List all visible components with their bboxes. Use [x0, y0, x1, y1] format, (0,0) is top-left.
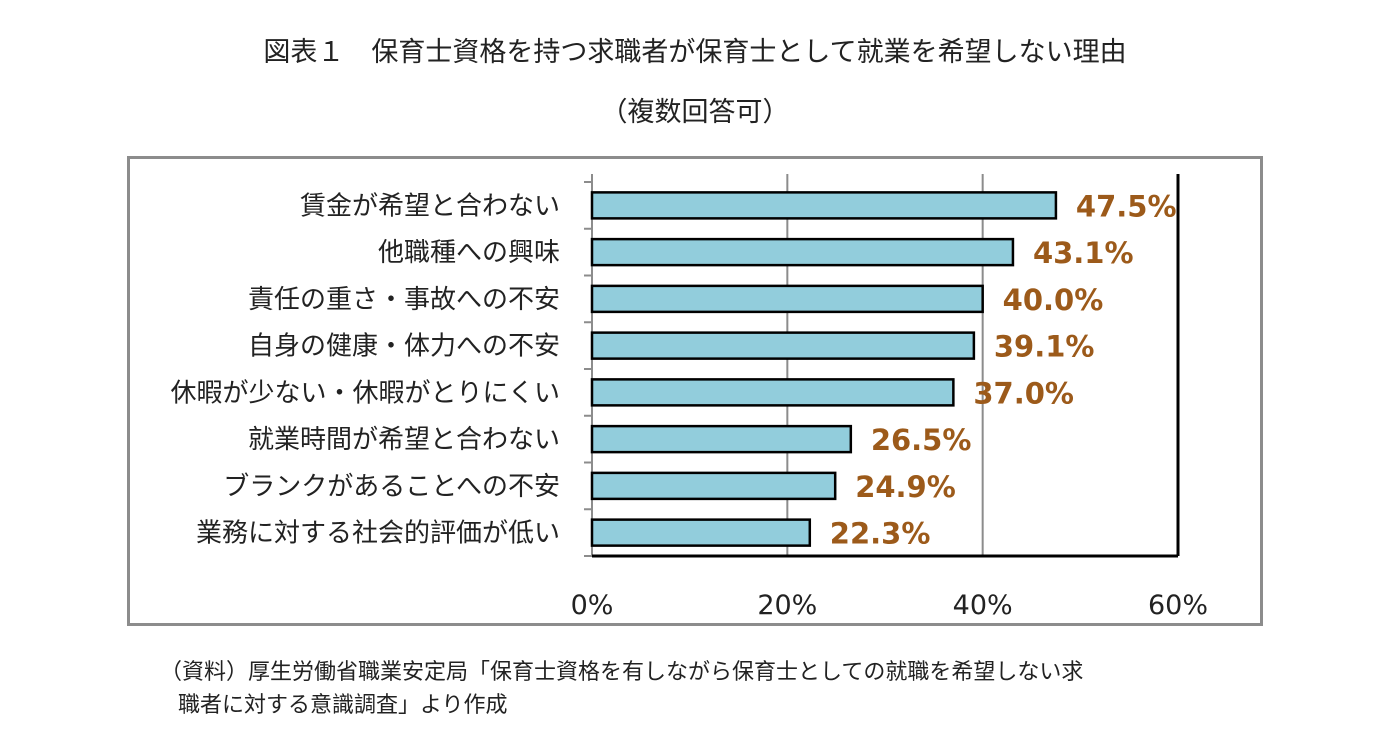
value-label-6: 24.9%: [855, 470, 956, 504]
source-line-2: 職者に対する意識調査」より作成: [178, 693, 508, 718]
bar-5: [590, 424, 853, 454]
category-label-1: 他職種への興味: [378, 238, 560, 268]
bar-1: [590, 237, 1015, 267]
bar-7: [590, 518, 812, 547]
x-tick-label-1: 20%: [757, 590, 817, 621]
category-label-0: 賃金が希望と合わない: [300, 191, 560, 221]
value-label-4: 37.0%: [973, 376, 1074, 410]
bar-3: [590, 331, 976, 360]
chart-title: 図表１ 保育士資格を持つ求職者が保育士として就業を希望しない理由: [263, 37, 1127, 68]
chart-subtitle: （複数回答可）: [600, 97, 790, 128]
value-label-5: 26.5%: [871, 423, 972, 457]
value-label-3: 39.1%: [994, 330, 1095, 364]
source-note: （資料）厚生労働省職業安定局「保育士資格を有しながら保育士としての就職を希望しな…: [160, 656, 1083, 722]
x-tick-label-0: 0%: [571, 590, 614, 621]
value-label-2: 40.0%: [1003, 283, 1104, 317]
category-label-6: ブランクがあることへの不安: [223, 472, 560, 502]
category-label-4: 休暇が少ない・休暇がとりにくい: [171, 378, 560, 408]
value-label-7: 22.3%: [830, 517, 931, 551]
source-line-1: （資料）厚生労働省職業安定局「保育士資格を有しながら保育士としての就職を希望しな…: [160, 660, 1084, 685]
value-label-1: 43.1%: [1033, 236, 1134, 270]
category-label-5: 就業時間が希望と合わない: [248, 425, 560, 455]
x-tick-label-2: 40%: [953, 590, 1013, 621]
value-label-0: 47.5%: [1076, 189, 1177, 223]
category-label-2: 責任の重さ・事故への不安: [248, 285, 560, 315]
category-label-7: 業務に対する社会的評価が低い: [196, 519, 560, 549]
bar-2: [590, 284, 984, 314]
category-label-3: 自身の健康・体力への不安: [248, 332, 560, 362]
bar-6: [590, 471, 837, 501]
bar-4: [590, 378, 955, 407]
bar-0: [590, 191, 1058, 220]
chart-frame: [127, 156, 1263, 626]
x-tick-label-3: 60%: [1148, 590, 1208, 621]
